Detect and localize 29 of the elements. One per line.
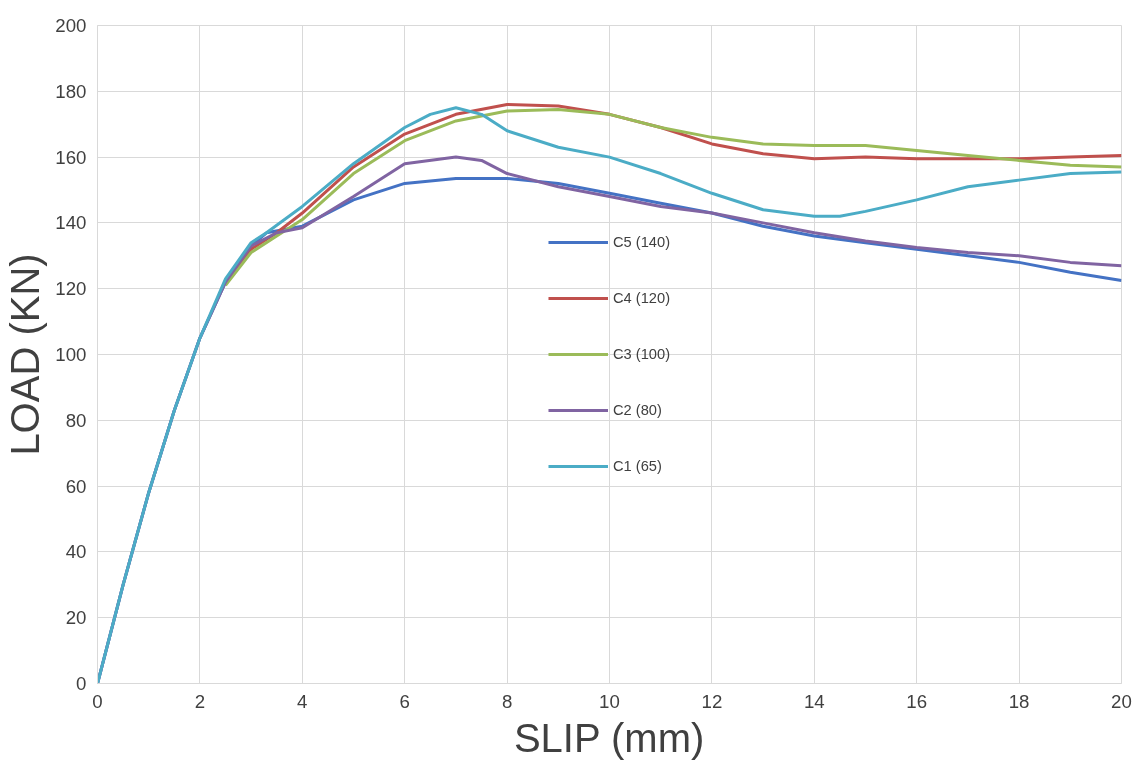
x-tick-label: 0 <box>92 690 103 712</box>
legend-label: C3 (100) <box>612 346 671 362</box>
legend-label: C1 (65) <box>612 458 662 474</box>
y-tick-label: 40 <box>65 541 87 563</box>
x-tick-label: 10 <box>599 690 620 712</box>
y-tick-label: 200 <box>55 15 87 36</box>
x-tick-label: 2 <box>194 690 206 712</box>
y-tick-label: 140 <box>55 212 87 234</box>
y-tick-label: 60 <box>65 475 87 497</box>
y-tick-label: 180 <box>55 80 87 102</box>
legend-label: C4 (120) <box>612 290 671 306</box>
y-axis-title: LOAD (KN) <box>3 253 48 456</box>
x-tick-label: 4 <box>297 690 308 712</box>
x-tick-label: 16 <box>906 690 928 712</box>
legend-label: C5 (140) <box>612 234 671 250</box>
y-tick-label: 0 <box>76 673 87 694</box>
y-tick-label: 160 <box>55 146 87 168</box>
legend-label: C2 (80) <box>612 402 662 418</box>
x-tick-label: 18 <box>1008 690 1030 712</box>
y-tick-label: 120 <box>55 278 87 300</box>
x-tick-label: 6 <box>399 690 410 712</box>
x-tick-label: 14 <box>803 690 825 712</box>
x-tick-label: 12 <box>701 690 723 712</box>
y-tick-label: 80 <box>65 409 87 431</box>
y-tick-label: 100 <box>55 344 87 365</box>
x-tick-label: 20 <box>1111 690 1132 712</box>
x-axis-title: SLIP (mm) <box>513 715 705 760</box>
y-tick-label: 20 <box>65 607 87 629</box>
x-tick-label: 8 <box>501 690 513 712</box>
